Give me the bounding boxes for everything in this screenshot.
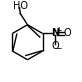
Text: HO: HO xyxy=(13,1,28,11)
Text: −: − xyxy=(55,45,62,53)
Text: O: O xyxy=(63,28,71,38)
Text: N: N xyxy=(51,28,59,38)
Text: O: O xyxy=(51,41,59,51)
Text: +: + xyxy=(56,26,62,35)
